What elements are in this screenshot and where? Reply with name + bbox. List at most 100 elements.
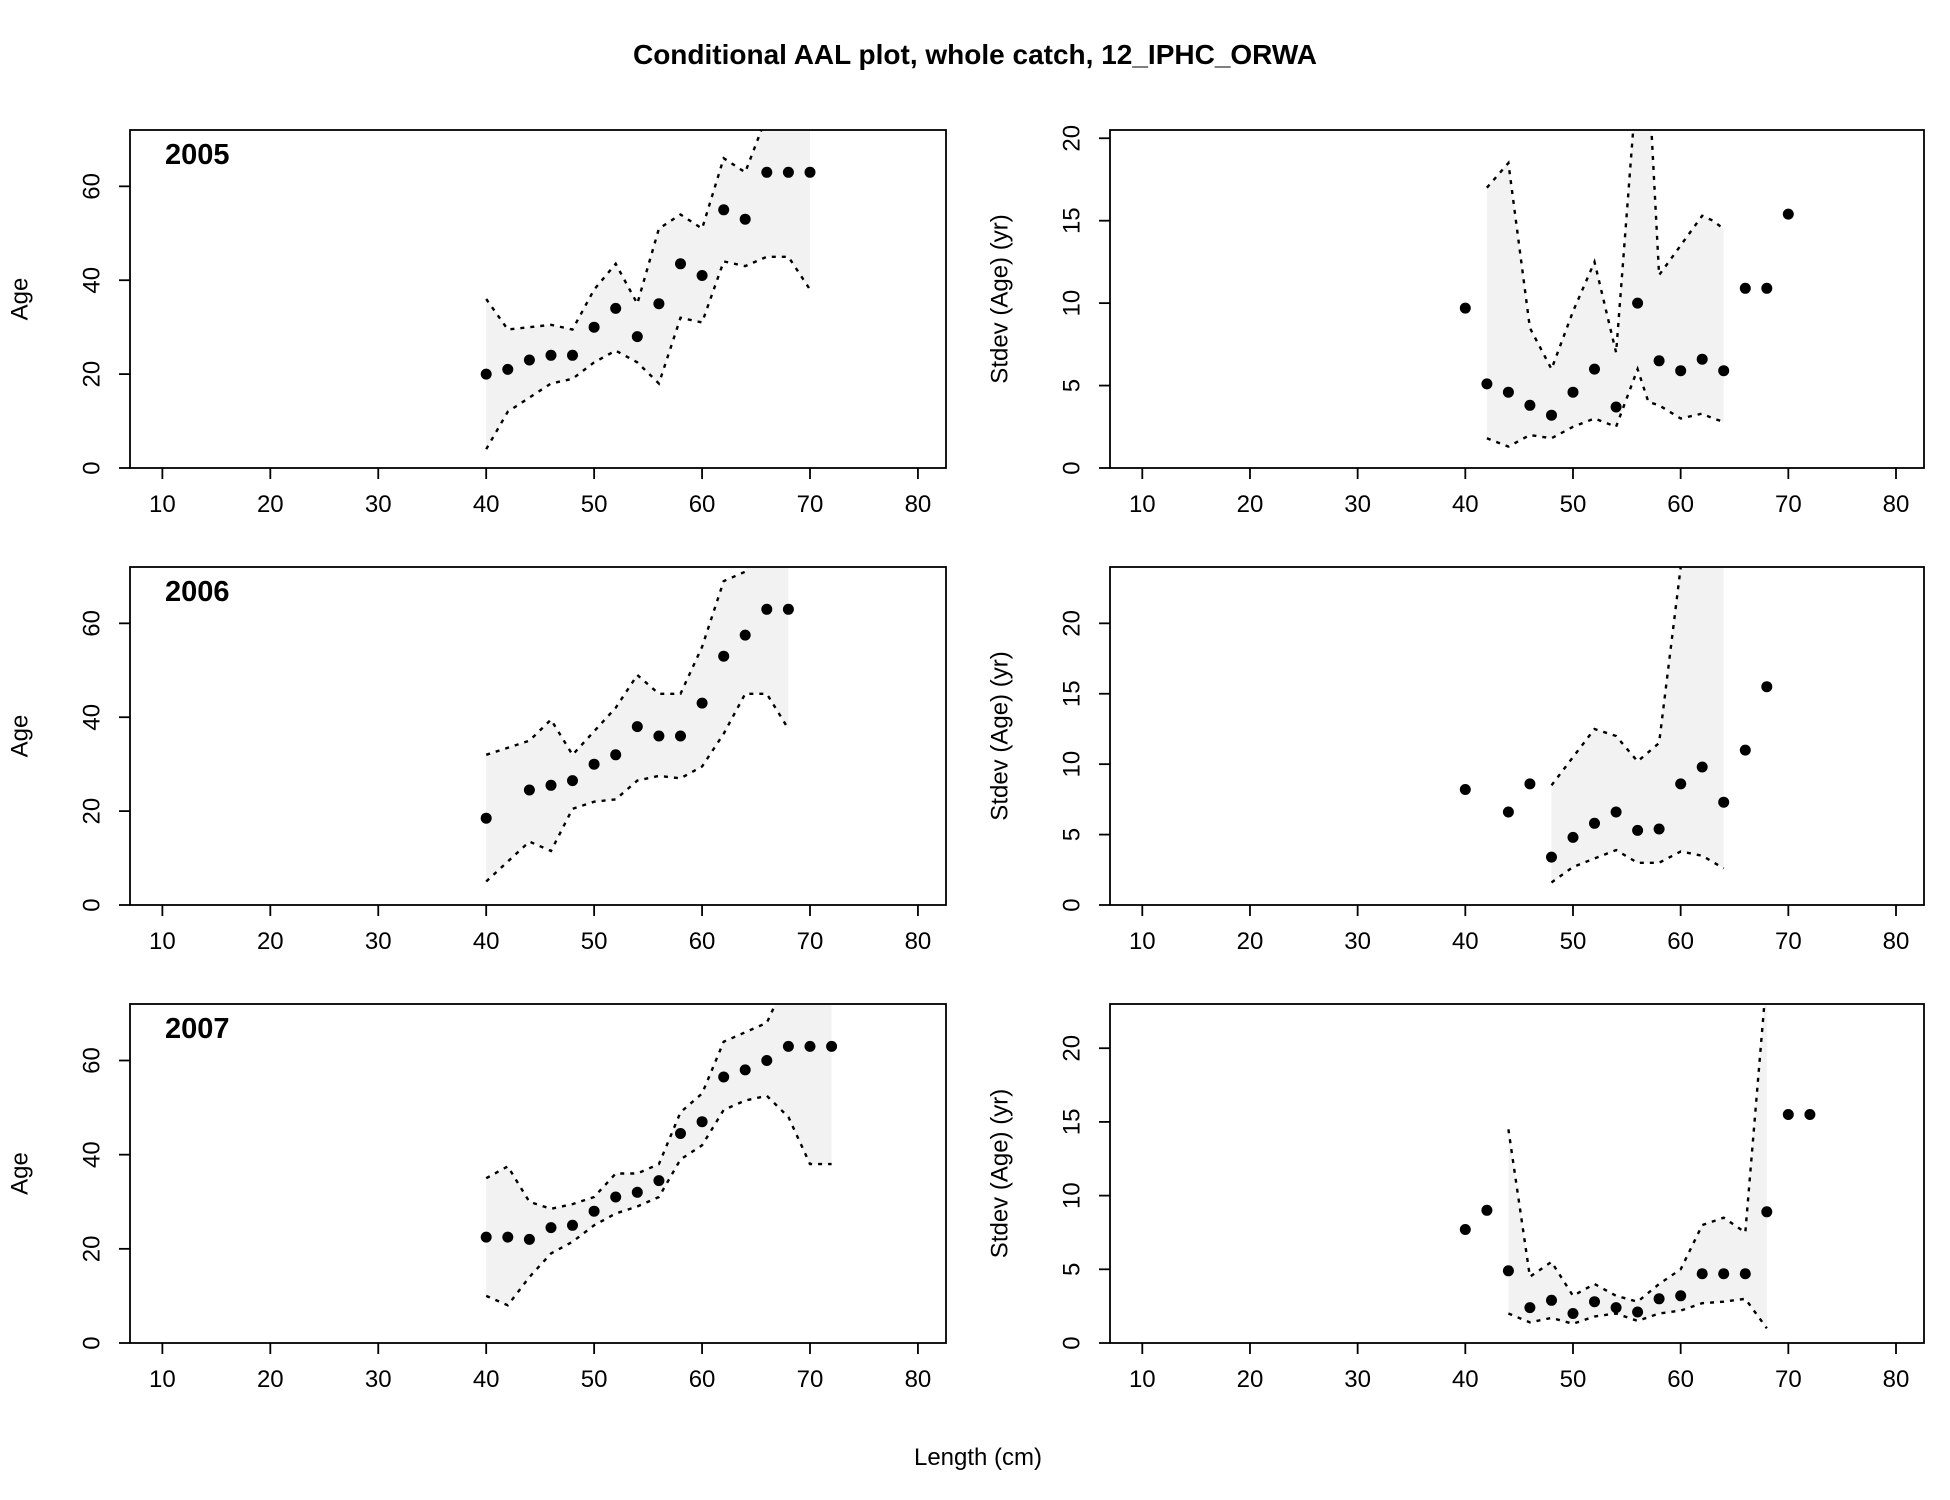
data-point [1761,681,1773,693]
data-point [1459,302,1471,314]
data-point [739,629,751,641]
x-tick-label: 60 [1667,491,1694,518]
data-point [1696,353,1708,365]
plot-area [480,130,816,450]
x-tick-label: 30 [365,491,392,518]
x-tick-label: 70 [797,491,824,518]
y-tick-label: 20 [1059,610,1086,637]
y-tick-label: 5 [1059,379,1086,392]
x-tick-label: 70 [1775,1366,1802,1393]
lower-bound-line [485,255,812,450]
data-point [1502,806,1514,818]
x-tick-label: 50 [1560,491,1587,518]
x-tick-label: 50 [581,491,608,518]
x-tick-label: 80 [1883,491,1910,518]
data-point [567,349,578,361]
band-fill [486,1004,832,1306]
data-point [480,812,492,824]
plot-area [480,1004,838,1307]
y-tick-label: 60 [79,610,106,637]
y-tick-label: 60 [79,1047,106,1074]
panel-6: 10 20 30 40 50 60 70 80 0 5 10 15 20 Stdev (Age) (yr) [987,1003,1925,1393]
x-tick-label: 70 [1775,491,1802,518]
plot-area [480,567,794,883]
y-axis-label: Age [7,715,34,758]
lower-bound-line [485,1094,832,1307]
data-point [1675,778,1687,790]
panel-1: 10 20 30 40 50 60 70 80 0 20 40 60 Age 2005 [7,129,947,518]
figure-title: Conditional AAL plot, whole catch, 12_IP… [633,39,1317,70]
data-point [739,1064,751,1076]
x-tick-label: 30 [365,928,392,955]
data-point [761,1055,773,1066]
x-tick-label: 40 [473,928,500,955]
data-point [1696,761,1708,773]
data-point [1546,409,1557,421]
x-tick-label: 50 [1560,928,1587,955]
data-point [718,1071,730,1083]
data-point [1459,784,1471,795]
x-tick-label: 30 [1344,1366,1371,1393]
data-point [1632,824,1644,836]
y-tick-label: 60 [79,173,106,200]
panel-year-label: 2005 [165,139,230,171]
band-fill [1551,567,1724,883]
x-tick-label: 40 [1452,1366,1479,1393]
y-tick-label: 15 [1059,1109,1086,1136]
y-axis-label: Stdev (Age) (yr) [987,651,1014,820]
data-point [1782,1109,1794,1120]
y-axis-label: Stdev (Age) (yr) [987,1089,1014,1258]
data-point [653,1175,665,1187]
x-tick-label: 60 [689,1366,716,1393]
data-point [1481,378,1493,390]
data-point [480,1231,492,1243]
data-point [1567,1308,1579,1319]
y-tick-label: 15 [1059,680,1086,707]
upper-bound-line [485,567,749,757]
data-point [804,166,816,178]
lower-bound-line [485,692,790,883]
x-tick-label: 30 [1344,928,1371,955]
data-point [1739,282,1751,294]
y-axis-label: Stdev (Age) (yr) [987,214,1014,383]
data-point [1610,806,1622,818]
plot-frame [1109,566,1925,906]
data-point [761,603,773,615]
x-tick-label: 10 [1129,928,1156,955]
x-tick-label: 10 [149,928,176,955]
y-tick-label: 10 [1059,290,1086,317]
data-point [1675,365,1687,377]
data-point [1589,363,1600,375]
data-point [782,603,794,615]
data-point [1589,817,1600,829]
x-tick-label: 70 [797,928,824,955]
data-point [1610,401,1622,413]
data-point [1524,399,1536,411]
data-point [1739,1268,1751,1280]
x-tick-label: 80 [905,1366,932,1393]
data-point [1653,823,1665,835]
data-point [1718,365,1730,377]
plot-frame [129,566,947,906]
y-tick-label: 5 [1059,828,1086,841]
data-point [631,331,643,343]
data-point [1632,1306,1644,1318]
y-tick-label: 10 [1059,751,1086,778]
x-tick-label: 60 [1667,928,1694,955]
data-point [1459,1224,1471,1235]
panel-year-label: 2007 [165,1013,230,1045]
x-tick-label: 60 [689,928,716,955]
data-point [696,697,708,709]
plot-area [1459,130,1794,448]
data-point [718,204,730,216]
data-point [653,730,665,742]
y-tick-label: 10 [1059,1182,1086,1209]
plot-frame [129,129,947,469]
data-point [675,258,686,270]
plot-frame [1109,129,1925,469]
x-tick-label: 10 [149,491,176,518]
plot-area [1459,1004,1816,1330]
data-point [588,1205,600,1217]
data-point [545,779,557,791]
